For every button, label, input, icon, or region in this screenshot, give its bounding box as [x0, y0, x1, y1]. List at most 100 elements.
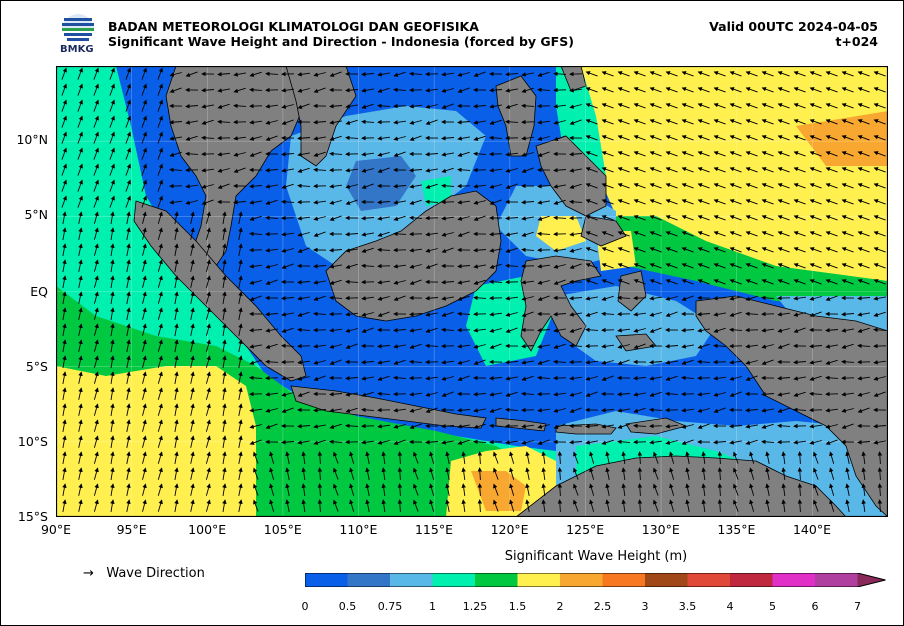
- wave-arrow: [217, 119, 231, 125]
- wave-arrow: [649, 327, 662, 333]
- wave-arrow: [110, 275, 115, 288]
- lat-label: EQ: [30, 284, 48, 299]
- wave-arrow: [190, 339, 195, 352]
- wave-arrow: [329, 71, 342, 77]
- wave-arrow: [793, 231, 806, 237]
- lon-label: 100°E: [188, 522, 227, 537]
- wave-arrow: [78, 355, 83, 368]
- wave-arrow: [633, 87, 646, 93]
- wave-arrow: [793, 167, 806, 173]
- wave-arrow: [313, 167, 327, 173]
- wave-arrow: [745, 71, 758, 77]
- wave-arrow: [585, 231, 598, 237]
- wave-arrow: [633, 231, 646, 237]
- wave-arrow: [265, 184, 278, 189]
- wave-arrow: [825, 183, 838, 189]
- wave-arrow: [713, 327, 726, 333]
- wave-arrow: [205, 323, 211, 336]
- wave-arrow: [205, 371, 211, 384]
- wave-arrow: [249, 264, 262, 269]
- wave-arrow: [61, 147, 67, 160]
- wave-arrow: [457, 87, 470, 93]
- wave-arrow: [126, 211, 131, 224]
- wave-arrow: [665, 87, 678, 93]
- wave-arrow: [125, 147, 131, 160]
- wave-arrow: [265, 264, 278, 269]
- wave-arrow: [601, 199, 614, 205]
- wave-arrow: [553, 264, 566, 269]
- colorbar-tick: 7: [854, 600, 861, 613]
- wave-arrow: [297, 72, 310, 77]
- wave-arrow: [409, 104, 422, 109]
- wave-arrow: [297, 183, 311, 189]
- wave-arrow: [473, 264, 486, 269]
- wave-arrow: [809, 247, 822, 253]
- wave-arrow: [61, 131, 67, 144]
- wave-arrow: [297, 247, 310, 253]
- wave-arrow: [777, 279, 790, 285]
- wave-arrow: [809, 343, 823, 349]
- wave-arrow: [313, 151, 326, 157]
- wave-arrow: [441, 88, 454, 93]
- wave-arrow: [681, 87, 694, 93]
- wave-arrow: [313, 280, 326, 285]
- wave-arrow: [313, 216, 326, 221]
- wave-arrow: [125, 67, 131, 80]
- wave-arrow: [649, 231, 662, 237]
- wave-arrow: [126, 323, 131, 336]
- wave-arrow: [681, 247, 694, 253]
- wave-arrow: [649, 183, 662, 189]
- wave-arrow: [569, 343, 583, 349]
- wave-arrow: [729, 103, 742, 109]
- wave-arrow: [601, 119, 614, 125]
- wave-arrow: [409, 167, 423, 173]
- wave-arrow: [409, 359, 423, 365]
- wave-arrow: [873, 231, 886, 237]
- wave-arrow: [841, 343, 854, 349]
- wave-arrow: [681, 199, 694, 205]
- wave-arrow: [521, 231, 534, 237]
- wave-arrow: [617, 279, 630, 285]
- wave-arrow: [729, 263, 742, 269]
- wave-arrow: [142, 211, 147, 224]
- wave-arrow: [761, 103, 774, 109]
- wave-arrow: [297, 88, 310, 93]
- wave-arrow: [157, 83, 163, 96]
- lead-time: t+024: [835, 34, 878, 49]
- wave-arrow: [617, 328, 630, 333]
- wave-arrow: [777, 231, 790, 237]
- wave-arrow: [793, 135, 806, 141]
- wave-arrow: [665, 183, 678, 189]
- wave-arrow: [142, 355, 147, 368]
- wave-arrow: [553, 199, 566, 205]
- wave-arrow: [185, 184, 198, 189]
- wave-arrow: [729, 215, 742, 221]
- colorbar-segment: [602, 573, 646, 587]
- wave-arrow: [62, 307, 67, 320]
- wave-arrow: [809, 135, 822, 141]
- wave-arrow: [377, 216, 390, 221]
- wave-arrow: [265, 248, 278, 253]
- wave-arrow: [489, 375, 503, 381]
- wave-arrow: [174, 275, 179, 288]
- wave-arrow: [665, 247, 678, 253]
- wave-arrow: [345, 199, 358, 205]
- wave-arrow: [409, 311, 423, 317]
- wave-arrow: [489, 231, 503, 237]
- wave-arrow: [681, 344, 694, 349]
- wave-arrow: [377, 375, 390, 381]
- wave-arrow: [110, 291, 115, 304]
- wave-arrow: [873, 296, 886, 301]
- wave-arrow: [793, 103, 806, 109]
- wave-arrow: [505, 71, 519, 77]
- wave-arrow: [489, 279, 503, 285]
- wave-arrow: [729, 183, 742, 189]
- wave-arrow: [169, 167, 183, 173]
- wave-arrow: [809, 183, 822, 189]
- wave-arrow: [110, 211, 115, 224]
- wave-arrow: [521, 247, 535, 253]
- wave-arrow: [489, 135, 503, 141]
- wave-arrow: [126, 371, 131, 384]
- wave-arrow: [617, 344, 630, 349]
- wave-arrow: [489, 119, 502, 125]
